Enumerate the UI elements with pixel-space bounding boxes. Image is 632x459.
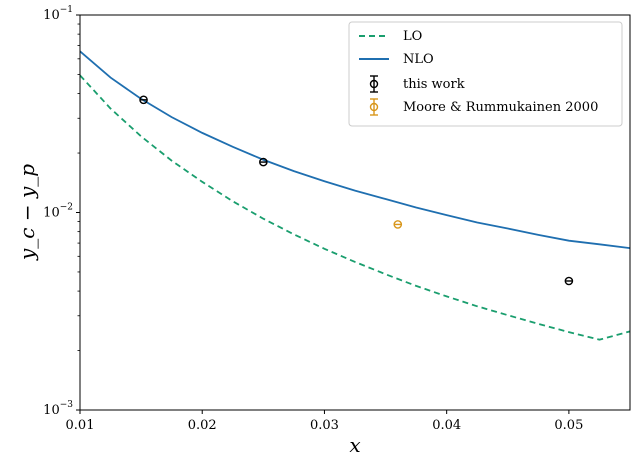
legend-entry-nlo: NLO bbox=[359, 52, 434, 67]
legend-box bbox=[348, 21, 623, 127]
legend-moore-marker bbox=[369, 98, 379, 116]
legend-entry-lo: LO bbox=[359, 29, 422, 44]
x-tick-label: 0.01 bbox=[66, 418, 95, 433]
legend-entry-moore: Moore & Rummukainen 2000 bbox=[369, 98, 598, 116]
x-tick-label: 0.02 bbox=[188, 418, 217, 433]
legend-lo-label: LO bbox=[403, 29, 422, 44]
legend-nlo-label: NLO bbox=[403, 52, 434, 67]
series-line-nlo bbox=[80, 50, 630, 250]
y-tick-label: 10−3 bbox=[43, 400, 73, 418]
legend-entry-this-work: this work bbox=[369, 75, 465, 93]
data-point-3-0 bbox=[393, 220, 403, 229]
points-layer bbox=[139, 95, 574, 286]
legend: LO NLO this work Moore & Rummukainen 200… bbox=[348, 21, 623, 127]
y-axis-label: y_c − y_p bbox=[15, 164, 39, 261]
legend-moore-label: Moore & Rummukainen 2000 bbox=[403, 100, 598, 115]
x-axis-label: x bbox=[349, 433, 360, 457]
y-tick-label: 10−2 bbox=[43, 203, 73, 221]
data-point-2-2 bbox=[564, 276, 574, 286]
legend-this-work-label: this work bbox=[403, 77, 465, 92]
y-tick-label: 10−1 bbox=[43, 5, 73, 23]
data-point-2-1 bbox=[259, 157, 268, 167]
series-layer bbox=[80, 50, 630, 341]
legend-this-work-marker bbox=[369, 75, 379, 93]
x-tick-label: 0.04 bbox=[432, 418, 461, 433]
series-line-lo bbox=[80, 74, 630, 341]
ticks-layer: 0.01 0.02 0.03 0.04 0.05 10−3 10−2 10−1 bbox=[43, 5, 583, 433]
x-tick-label: 0.03 bbox=[310, 418, 339, 433]
x-tick-label: 0.05 bbox=[554, 418, 583, 433]
data-point-2-0 bbox=[139, 95, 148, 105]
